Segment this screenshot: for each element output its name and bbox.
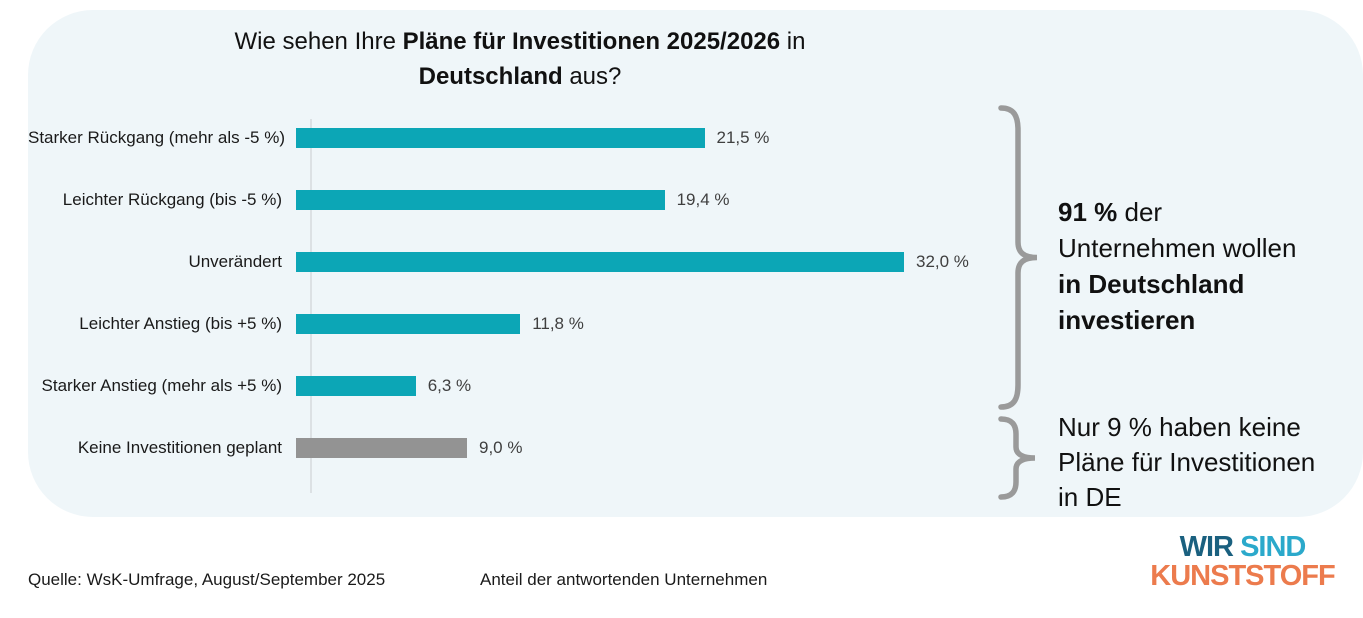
- annotation-line: in Deutschland: [1058, 269, 1245, 299]
- annotation-line: Pläne für Investitionen: [1058, 447, 1316, 477]
- bar: [296, 190, 665, 210]
- bar-row: Leichter Rückgang (bis -5 %) 19,4 %: [28, 169, 1038, 231]
- bar-track: 32,0 %: [296, 252, 969, 272]
- value-label: 19,4 %: [676, 190, 730, 209]
- value-label: 6,3 %: [427, 376, 472, 395]
- logo-word-sind: SIND: [1240, 531, 1306, 563]
- brace-bottom-icon: [998, 416, 1036, 500]
- category-label: Starker Rückgang (mehr als -5 %): [28, 128, 285, 147]
- bar-row: Starker Anstieg (mehr als +5 %) 6,3 %: [28, 355, 1038, 417]
- bar: [296, 252, 904, 272]
- chart-title: Wie sehen Ihre Pläne für Investitionen 2…: [120, 24, 920, 94]
- value-label: 32,0 %: [916, 252, 969, 271]
- value-label: 11,8 %: [532, 314, 584, 333]
- annotation-9-percent: Nur 9 % haben keine Pläne für Investitio…: [1058, 410, 1315, 515]
- annotation-line: Nur 9 % haben keine: [1058, 412, 1301, 442]
- bar: [296, 128, 705, 148]
- brace-top-icon: [998, 105, 1038, 410]
- y-axis-line: [310, 119, 312, 493]
- category-label: Leichter Anstieg (bis +5 %): [79, 314, 282, 333]
- annotation-line: 91 % der: [1058, 197, 1163, 227]
- bar-track: 9,0 %: [296, 438, 522, 458]
- category-label: Starker Anstieg (mehr als +5 %): [41, 376, 282, 395]
- bar: [296, 314, 521, 334]
- bar-track: 19,4 %: [296, 190, 730, 210]
- logo-word-kunststoff: KUNSTSTOFF: [1150, 560, 1335, 592]
- value-label: 21,5 %: [716, 128, 770, 147]
- category-label: Unverändert: [188, 252, 282, 271]
- bar-row: Keine Investitionen geplant 9,0 %: [28, 417, 1038, 479]
- title-line-1: Wie sehen Ihre Pläne für Investitionen 2…: [234, 28, 806, 55]
- logo-line-1: WIR SIND: [1135, 533, 1350, 562]
- bar-chart: Starker Rückgang (mehr als -5 %) 21,5 % …: [28, 107, 1038, 479]
- source-note: Quelle: WsK-Umfrage, August/September 20…: [28, 570, 386, 589]
- axis-note: Anteil der antwortenden Unternehmen: [480, 570, 768, 589]
- bar: [296, 376, 416, 396]
- logo-word-wir: WIR: [1179, 531, 1234, 563]
- bar-row: Leichter Anstieg (bis +5 %) 11,8 %: [28, 293, 1038, 355]
- bar-row: Unverändert 32,0 %: [28, 231, 1038, 293]
- bar-row: Starker Rückgang (mehr als -5 %) 21,5 %: [28, 107, 1038, 169]
- category-label: Leichter Rückgang (bis -5 %): [62, 190, 282, 209]
- wir-sind-kunststoff-logo: WIR SIND KUNSTSTOFF: [1135, 533, 1350, 591]
- annotation-line: investieren: [1058, 305, 1196, 335]
- annotation-line: Unternehmen wollen: [1058, 233, 1297, 263]
- bar-track: 6,3 %: [296, 376, 471, 396]
- title-line-2: Deutschland aus?: [418, 63, 622, 90]
- bar-track: 21,5 %: [296, 128, 769, 148]
- value-label: 9,0 %: [479, 438, 523, 457]
- bar-track: 11,8 %: [296, 314, 584, 334]
- bar: [296, 438, 467, 458]
- category-label: Keine Investitionen geplant: [77, 438, 282, 457]
- annotation-91-percent: 91 % der Unternehmen wollen in Deutschla…: [1058, 194, 1296, 338]
- annotation-line: in DE: [1058, 482, 1122, 512]
